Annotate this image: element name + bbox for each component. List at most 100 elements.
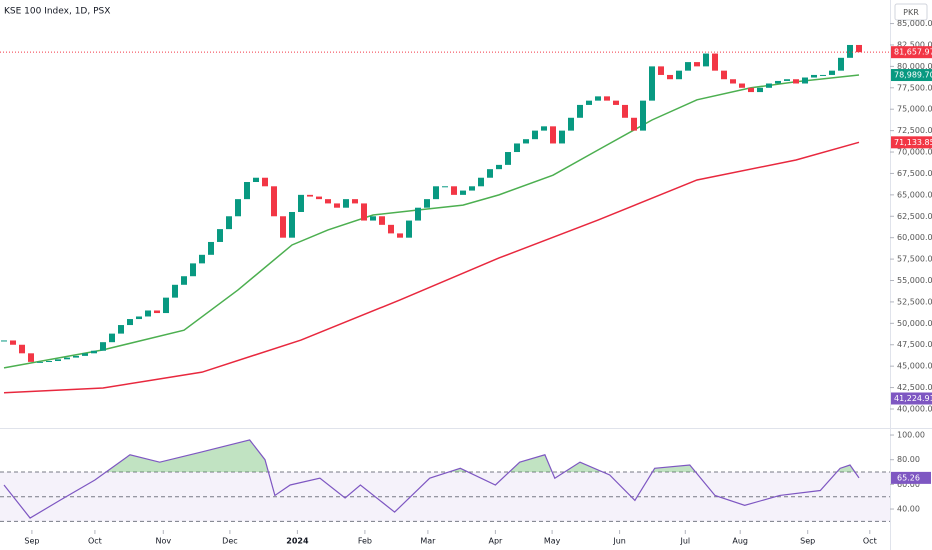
price-badge-label: 71,133.85 [894, 138, 932, 147]
y-tick-label: 80,000.00 [897, 62, 932, 71]
y-tick-label: 45,000.00 [897, 362, 932, 371]
rsi-y-tick-label: 80.00 [897, 455, 920, 464]
candle [820, 74, 826, 76]
currency-box[interactable] [894, 3, 928, 21]
price-badge-label: 41,224.91 [894, 394, 932, 403]
candle [424, 199, 430, 208]
candle [748, 87, 754, 93]
line [3, 74, 860, 369]
candle [226, 216, 232, 230]
rsi-badge-label: 65.26 [897, 473, 920, 482]
candle [793, 79, 799, 84]
candle [352, 199, 358, 204]
candle [478, 177, 484, 187]
candle [586, 100, 592, 105]
candle [775, 80, 781, 84]
candle [847, 44, 853, 58]
y-tick-label: 77,500.00 [897, 83, 932, 92]
candle [676, 70, 682, 80]
candle [595, 96, 601, 101]
y-tick-label: 82,500.00 [897, 40, 932, 49]
price-badge-label: 78,989.70 [894, 71, 932, 80]
candle [703, 53, 709, 67]
candle [82, 353, 88, 356]
price-badge-label: 81,657.97 [894, 48, 932, 57]
candle [10, 340, 16, 345]
candle [325, 199, 331, 204]
x-tick-label: 2024 [286, 537, 309, 546]
candle [802, 77, 808, 84]
candle [487, 169, 493, 178]
x-tick-label: Oct [88, 537, 102, 546]
candle [460, 190, 466, 195]
candle [262, 177, 268, 187]
candle [55, 359, 61, 362]
x-tick-label: Mar [420, 537, 436, 546]
candle [739, 83, 745, 88]
candle [73, 355, 79, 358]
candle [163, 297, 169, 314]
candle [397, 233, 403, 238]
candle [496, 164, 502, 170]
y-tick-label: 62,500.00 [897, 212, 932, 221]
candle [667, 74, 673, 80]
candle [136, 316, 142, 320]
candle [640, 100, 646, 131]
y-tick-label: 42,500.00 [897, 383, 932, 392]
rsi-y-tick-label: 60.00 [897, 480, 920, 489]
candle [91, 350, 97, 354]
x-tick-label: Jul [679, 537, 690, 546]
y-tick-label: 70,000.00 [897, 148, 932, 157]
currency[interactable]: PKR [903, 8, 919, 17]
candle [181, 276, 187, 285]
candle [208, 241, 214, 255]
candle [721, 70, 727, 80]
candle [856, 44, 862, 53]
candle [631, 117, 637, 131]
candle [757, 87, 763, 93]
x-tick-label: Sep [24, 537, 39, 546]
candle [46, 361, 52, 363]
y-tick-label: 65,000.00 [897, 190, 932, 199]
candle [280, 216, 286, 238]
candle [838, 57, 844, 71]
candle [244, 182, 250, 200]
x-tick-label: Apr [488, 537, 503, 546]
candle [469, 186, 475, 191]
candle [532, 130, 538, 140]
candle [730, 79, 736, 84]
candle [100, 342, 106, 351]
y-tick-label: 85,000.00 [897, 19, 932, 28]
candle [235, 199, 241, 217]
candle [109, 333, 115, 343]
candle [253, 177, 259, 183]
candle [433, 186, 439, 200]
candle [1, 340, 7, 342]
candle [28, 353, 34, 362]
candle [361, 203, 367, 221]
y-tick-label: 55,000.00 [897, 276, 932, 285]
candle [784, 79, 790, 81]
x-tick-label: Jun [612, 537, 626, 546]
price-badge [891, 46, 932, 59]
candle [649, 66, 655, 101]
candle [217, 229, 223, 242]
candle [154, 310, 160, 314]
candle [172, 284, 178, 298]
price-badge [891, 392, 932, 405]
x-tick-label: Feb [358, 537, 372, 546]
candle [577, 104, 583, 118]
y-tick-label: 60,000.00 [897, 233, 932, 242]
rsi-badge [891, 471, 931, 484]
candle [811, 74, 817, 78]
candle [190, 263, 196, 277]
x-tick-label: Aug [732, 537, 748, 546]
candle [766, 83, 772, 88]
candle [343, 199, 349, 208]
y-tick-label: 57,500.00 [897, 255, 932, 264]
candle [406, 220, 412, 238]
x-tick-label: Sep [800, 537, 815, 546]
y-tick-label: 50,000.00 [897, 319, 932, 328]
y-tick-label: 52,500.00 [897, 297, 932, 306]
